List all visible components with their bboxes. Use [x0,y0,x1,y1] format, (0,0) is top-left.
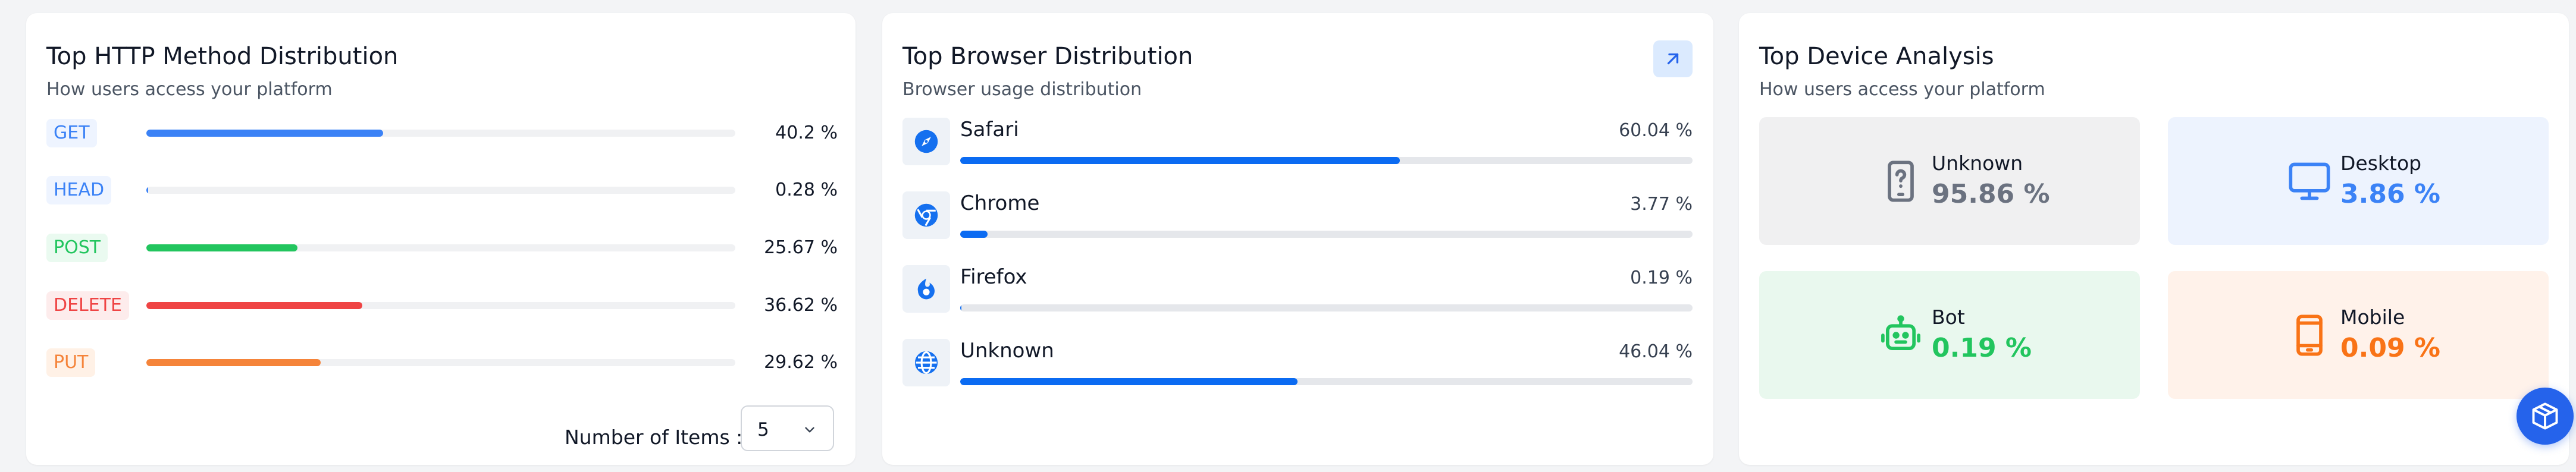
method-row-put: PUT 29.62 % [46,345,838,380]
browser-name: Safari [960,118,1019,141]
method-progress-fill [146,187,149,194]
browser-icon-box [902,339,950,386]
device-tile-unknown: Unknown 95.86 % [1759,117,2140,245]
device-label: Desktop [2340,152,2422,175]
arrow-up-right-icon [1667,53,1679,65]
method-badge: DELETE [46,291,130,320]
browser-row-safari: Safari 60.04 % [902,118,1693,177]
globe-icon [914,351,938,375]
items-count-value: 5 [757,419,769,440]
method-progress-fill [146,359,321,366]
browser-row-firefox: Firefox 0.19 % [902,265,1693,325]
browser-progress-fill [960,378,1298,385]
robot-icon [1881,315,1920,351]
chrome-icon [914,203,938,227]
browser-progress-track [960,304,1693,311]
card-subtitle: How users access your platform [1759,79,2045,100]
items-count-label: Number of Items : [565,426,743,449]
browser-progress-track [960,231,1693,238]
device-tile-desktop: Desktop 3.86 % [2168,117,2549,245]
device-label: Bot [1932,306,1965,329]
browser-percent: 60.04 % [1619,120,1693,141]
method-progress-track [146,359,735,366]
card-subtitle: Browser usage distribution [902,79,1142,100]
browser-percent: 3.77 % [1630,194,1693,215]
browser-name: Unknown [960,339,1054,363]
card-subtitle: How users access your platform [46,79,333,100]
method-progress-fill [146,130,383,137]
device-value: 3.86 % [2340,179,2440,209]
monitor-icon [2289,162,2330,200]
device-value: 0.19 % [1932,333,2032,363]
method-progress-track [146,302,735,309]
method-progress-track [146,244,735,251]
method-percent: 40.2 % [775,122,838,143]
items-count-select[interactable]: 5 [741,405,834,451]
browser-progress-fill [960,231,988,238]
browser-icon-box [902,118,950,165]
card-title: Top Browser Distribution [902,43,1193,70]
method-row-delete: DELETE 36.62 % [46,288,838,323]
chevron-down-icon [805,427,814,433]
method-progress-track [146,130,735,137]
method-badge: PUT [46,348,96,377]
method-percent: 36.62 % [764,295,838,316]
method-percent: 29.62 % [764,352,838,373]
phone-question-icon [1888,161,1914,202]
device-tile-bot: Bot 0.19 % [1759,271,2140,399]
browser-icon-box [902,191,950,239]
browser-row-chrome: Chrome 3.77 % [902,191,1693,251]
method-row-post: POST 25.67 % [46,230,838,266]
device-value: 0.09 % [2340,333,2440,363]
firefox-icon [917,278,935,300]
browser-row-unknown: Unknown 46.04 % [902,339,1693,398]
browser-name: Chrome [960,191,1040,215]
method-progress-fill [146,302,362,309]
browser-progress-track [960,378,1693,385]
box-icon [2532,402,2558,430]
mobile-icon [2296,314,2323,356]
browser-name: Firefox [960,265,1027,289]
browser-distribution-card: Top Browser Distribution Browser usage d… [882,13,1713,465]
method-badge: HEAD [46,176,112,204]
browser-progress-fill [960,157,1400,164]
card-title: Top HTTP Method Distribution [46,43,399,70]
method-badge: GET [46,119,97,147]
browser-icon-box [902,265,950,313]
card-title: Top Device Analysis [1759,43,1994,70]
http-method-card: Top HTTP Method Distribution How users a… [26,13,855,465]
method-row-get: GET 40.2 % [46,115,838,151]
method-progress-track [146,187,735,194]
device-value: 95.86 % [1932,179,2050,209]
device-tile-mobile: Mobile 0.09 % [2168,271,2549,399]
method-progress-fill [146,244,298,251]
browser-progress-fill [960,304,962,311]
method-percent: 25.67 % [764,237,838,258]
device-label: Unknown [1932,152,2023,175]
browser-percent: 0.19 % [1630,268,1693,288]
browser-percent: 46.04 % [1619,341,1693,362]
compass-icon [914,130,938,153]
method-badge: POST [46,234,108,262]
method-row-head: HEAD 0.28 % [46,172,838,208]
browser-progress-track [960,157,1693,164]
expand-button[interactable] [1653,40,1693,77]
device-analysis-card: Top Device Analysis How users access you… [1739,13,2569,465]
method-percent: 0.28 % [775,180,838,200]
device-label: Mobile [2340,306,2405,329]
help-fab-button[interactable] [2517,388,2574,445]
